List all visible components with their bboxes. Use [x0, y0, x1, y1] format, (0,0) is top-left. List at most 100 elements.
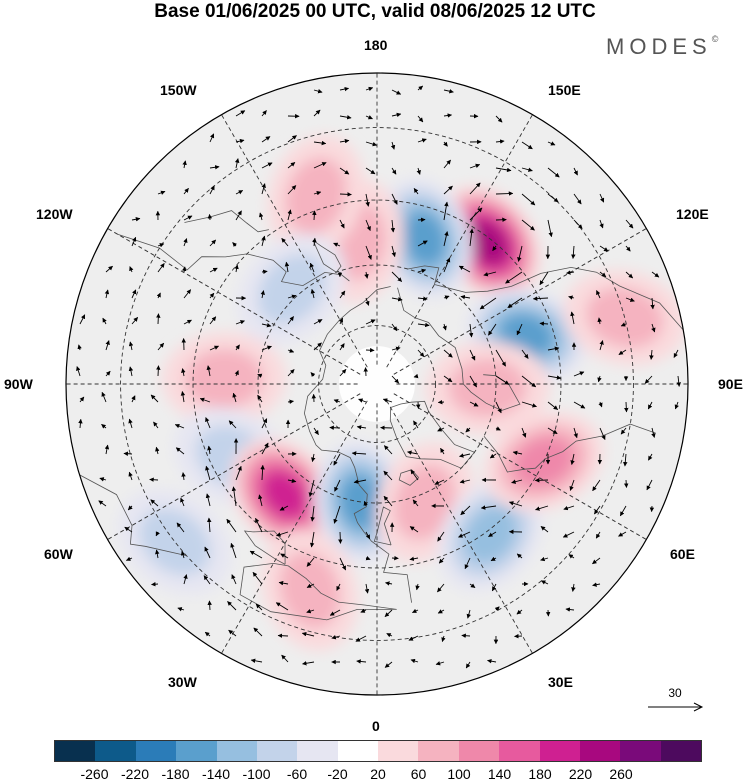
wind-vector: [592, 479, 601, 492]
wind-vector: [488, 531, 497, 537]
wind-vector: [495, 375, 510, 385]
wind-vector: [413, 373, 419, 379]
wind-vector: [287, 135, 297, 143]
wind-vector: [625, 297, 635, 302]
wind-vector: [235, 210, 242, 221]
wind-vector: [409, 556, 419, 562]
wind-vector: [599, 427, 606, 441]
wind-vector: [443, 375, 453, 383]
wind-vector: [458, 531, 471, 538]
wind-vector: [391, 245, 396, 258]
colorbar-tick-label: -100: [242, 766, 271, 782]
wind-vector: [382, 398, 393, 403]
wind-vector: [204, 631, 211, 637]
wind-vector: [563, 505, 575, 511]
anomaly-center: [162, 332, 287, 426]
wind-vector: [333, 399, 341, 404]
colorbar: [54, 740, 702, 762]
wind-vector: [469, 228, 474, 247]
wind-vector: [287, 399, 294, 405]
wind-vector: [540, 580, 549, 585]
wind-vector: [205, 465, 211, 481]
wind-vector: [512, 450, 523, 456]
latitude-circle: [120, 127, 634, 641]
wind-vector: [235, 110, 246, 117]
wind-vector: [287, 348, 295, 353]
wind-vector: [365, 556, 371, 561]
wind-vector: [180, 391, 186, 403]
coastline: [243, 530, 286, 565]
colorbar-tick-label: 180: [528, 766, 552, 782]
wind-vector: [651, 271, 660, 278]
wind-vector: [623, 479, 629, 488]
wind-vector: [440, 447, 445, 455]
wind-vector: [183, 574, 188, 585]
wind-vector: [417, 217, 426, 223]
wind-vector: [651, 323, 656, 333]
wind-vector: [390, 219, 396, 233]
coastline: [373, 506, 392, 546]
wind-vector: [209, 133, 215, 143]
colorbar-segment: [579, 741, 621, 761]
wind-vector: [205, 493, 211, 507]
wind-vector: [313, 342, 322, 351]
wind-vector: [644, 375, 653, 384]
wind-vector: [353, 479, 367, 484]
wind-vector: [647, 401, 653, 410]
wind-vector: [128, 471, 133, 481]
wind-vector: [547, 219, 553, 238]
wind-vector: [310, 505, 315, 522]
wind-vector: [412, 499, 419, 507]
lon-label-top: 180: [364, 37, 388, 53]
wind-vector: [157, 243, 165, 248]
wind-vector: [495, 426, 501, 431]
wind-vector: [258, 494, 263, 507]
wind-vector: [312, 237, 317, 247]
wind-vector: [124, 526, 133, 533]
coastline: [79, 474, 187, 556]
wind-vector: [391, 346, 401, 351]
wind-vector: [209, 165, 220, 170]
wind-vector: [483, 271, 497, 277]
lon-label-60w: 60W: [44, 546, 73, 562]
wind-vector: [155, 549, 160, 559]
wind-vector: [597, 317, 602, 325]
colorbar-segment: [378, 741, 419, 761]
wind-vector: [313, 140, 327, 146]
wind-vector: [365, 115, 373, 120]
wind-vector: [287, 294, 297, 299]
wind-vector: [235, 190, 244, 195]
wind-vectors: [76, 85, 681, 669]
wind-vector: [507, 297, 523, 308]
colorbar-segment: [620, 741, 661, 761]
wind-vector: [355, 635, 367, 642]
wind-vector: [598, 401, 603, 408]
wind-vector: [339, 86, 350, 92]
wind-vector: [443, 349, 453, 358]
wind-vector: [313, 190, 322, 196]
wind-vector: [495, 191, 514, 196]
wind-vector: [391, 323, 398, 332]
wind-vector: [415, 583, 420, 591]
wind-vector: [674, 401, 679, 410]
wind-vector: [175, 447, 185, 455]
wind-vector: [287, 209, 292, 221]
wind-vector: [437, 609, 445, 614]
wind-vector: [235, 344, 240, 351]
wind-vector: [181, 266, 187, 273]
colorbar-segment: [297, 741, 338, 761]
wind-vector: [309, 262, 315, 273]
wind-vector: [150, 394, 159, 403]
wind-vector: [410, 469, 419, 481]
wind-vector: [123, 451, 133, 456]
wind-vector: [443, 89, 454, 94]
colorbar-tick-label: 260: [609, 766, 633, 782]
wind-vector: [516, 323, 523, 336]
wind-vector: [417, 240, 428, 247]
colorbar-tick-label: -20: [327, 766, 348, 782]
lon-label-150e: 150E: [548, 82, 581, 98]
wind-vector: [443, 231, 449, 247]
wind-vector: [261, 183, 266, 195]
wind-vector: [495, 401, 502, 414]
wind-vector: [284, 261, 290, 273]
